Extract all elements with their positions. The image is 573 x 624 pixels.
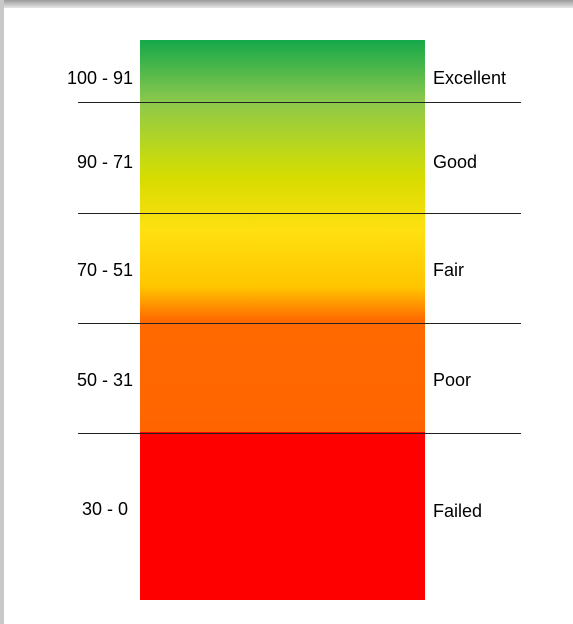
range-label: 100 - 91: [67, 68, 133, 88]
rating-label: Poor: [433, 370, 471, 390]
range-label: 30 - 0: [82, 499, 128, 519]
window-top-edge: [0, 0, 573, 8]
range-label: 90 - 71: [77, 152, 133, 172]
rating-label: Fair: [433, 260, 464, 280]
dividers: [78, 102, 521, 434]
window-left-edge: [0, 0, 4, 624]
rating-label: Good: [433, 152, 477, 172]
range-label: 70 - 51: [77, 260, 133, 280]
rating-label: Failed: [433, 501, 482, 521]
scale-bar: [140, 40, 425, 600]
range-label: 50 - 31: [77, 370, 133, 390]
rating-label: Excellent: [433, 68, 506, 88]
